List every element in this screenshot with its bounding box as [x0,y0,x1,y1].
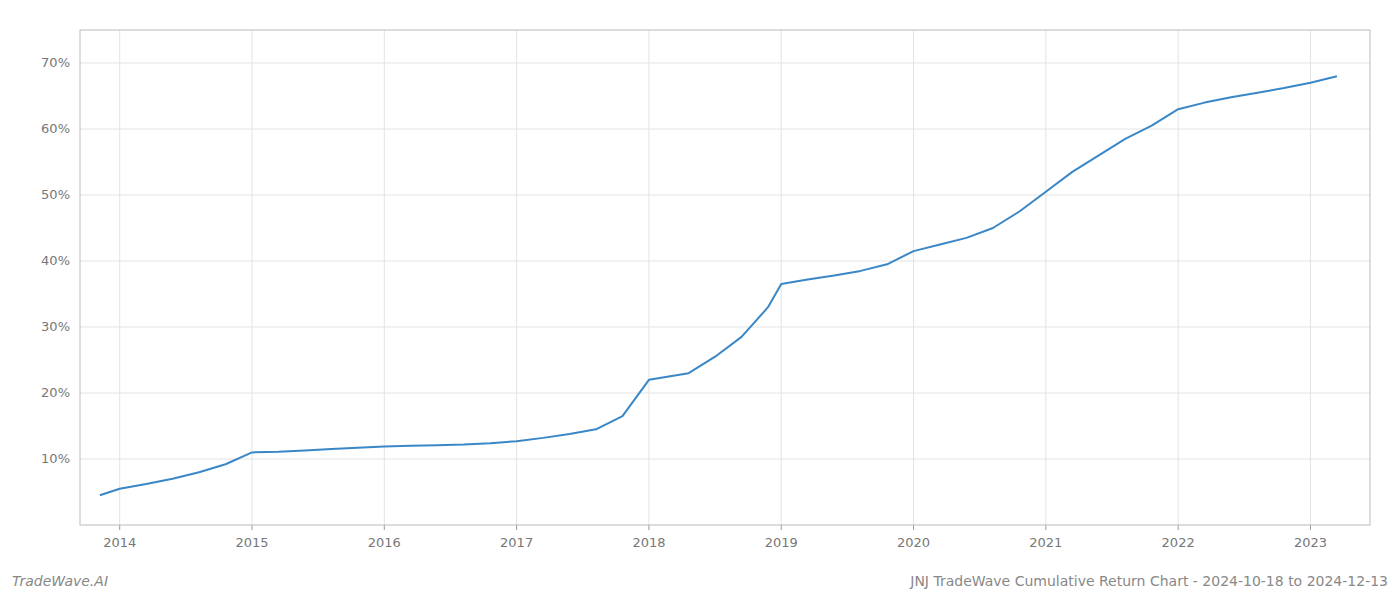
y-tick-label: 40% [41,253,70,268]
y-tick-label: 50% [41,187,70,202]
grid [80,30,1370,525]
x-grid-line [648,30,649,525]
y-grid-line [80,327,1370,328]
x-tick-label: 2020 [897,535,930,550]
y-grid-line [80,261,1370,262]
x-tick-label: 2023 [1294,535,1327,550]
y-grid-line [80,195,1370,196]
series-line [100,76,1337,495]
x-tick-mark [1045,525,1046,530]
x-grid-line [1178,30,1179,525]
x-tick-label: 2018 [632,535,665,550]
x-grid-line [781,30,782,525]
x-tick-mark [781,525,782,530]
y-tick-label: 60% [41,121,70,136]
x-tick-mark [913,525,914,530]
x-tick-label: 2016 [368,535,401,550]
y-tick-label: 20% [41,385,70,400]
x-tick-mark [516,525,517,530]
x-tick-mark [384,525,385,530]
x-grid-line [119,30,120,525]
x-tick-label: 2015 [235,535,268,550]
x-grid-line [913,30,914,525]
x-tick-label: 2017 [500,535,533,550]
plot-frame [80,30,1370,525]
page: {"chart_data": {"type": "line", "title":… [0,0,1400,600]
x-grid-line [1045,30,1046,525]
x-tick-mark [119,525,120,530]
x-tick-mark [648,525,649,530]
y-grid-line [80,63,1370,64]
y-grid-line [80,129,1370,130]
x-grid-line [252,30,253,525]
title: JNJ TradeWave Cumulative Return Chart - … [909,573,1388,589]
y-tick-label: 30% [41,319,70,334]
x-tick-label: 2022 [1162,535,1195,550]
y-tick-label: 10% [41,451,70,466]
x-tick-mark [1178,525,1179,530]
data-layer [100,76,1337,495]
axes: 10% 20% 30% 40% 50% 60% 70% 2014 2015 2016 2017 201… [41,30,1370,550]
x-grid-line [1310,30,1311,525]
x-tick-label: 2021 [1029,535,1062,550]
annotation: TradeWave.AI [12,573,108,589]
y-grid-line [80,393,1370,394]
chart: 10% 20% 30% 40% 50% 60% 70% 2014 2015 2016 2017 201… [0,0,1400,600]
x-tick-mark [252,525,253,530]
y-grid-line [80,459,1370,460]
x-grid-line [384,30,385,525]
x-tick-label: 2019 [765,535,798,550]
y-tick-label: 70% [41,55,70,70]
x-tick-mark [1310,525,1311,530]
x-tick-label: 2014 [103,535,136,550]
x-grid-line [516,30,517,525]
